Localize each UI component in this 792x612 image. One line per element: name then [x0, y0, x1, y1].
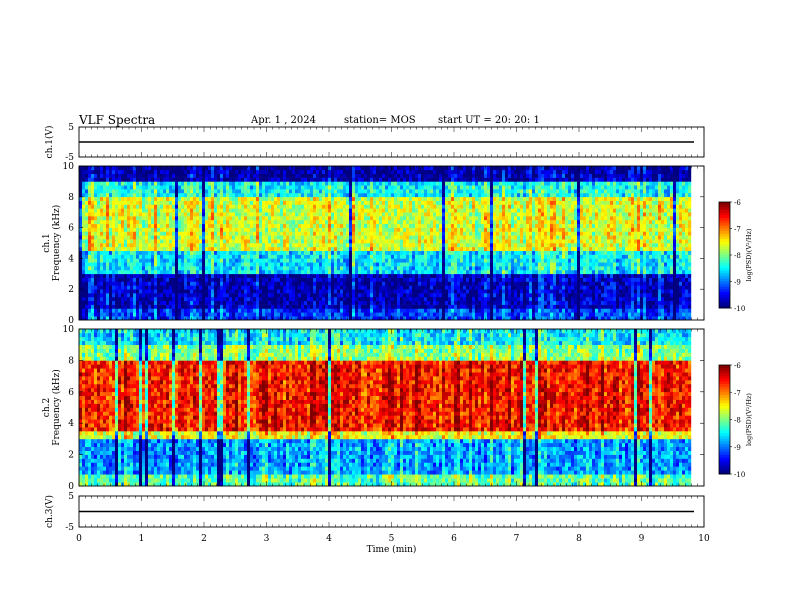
colorbar-tick-label: -10: [734, 305, 745, 313]
colorbar-label: log(PSD)(V²/Hz): [745, 228, 753, 281]
x-tick-label: 3: [264, 534, 270, 544]
colorbar-tick-label: -6: [734, 362, 741, 370]
ch2-spectrogram-panel: [78, 328, 705, 487]
y-tick-label: 4: [68, 419, 74, 429]
y-tick-label: 5: [68, 123, 74, 133]
y-axis-label: ch.1(V): [44, 126, 55, 159]
colorbar-tick-label: -10: [734, 471, 745, 479]
colorbar-label: log(PSD)(V²/Hz): [745, 393, 753, 446]
y-axis-label: ch.1Frequency (kHz): [42, 205, 62, 282]
y-axis-label: ch.3(V): [44, 495, 55, 528]
ch2-spectrogram-colorbar: [718, 364, 732, 475]
y-tick-label: 2: [68, 285, 74, 295]
y-tick-label: 0: [68, 482, 74, 492]
y-tick-label: 8: [68, 356, 74, 366]
x-tick-label: 0: [76, 534, 82, 544]
colorbar-tick-label: -7: [734, 226, 741, 234]
ch1-spectrogram-colorbar: [718, 201, 732, 309]
x-tick-label: 1: [139, 534, 145, 544]
start-time-label: start UT = 20: 20: 1: [438, 115, 540, 126]
y-tick-label: 8: [68, 193, 74, 203]
colorbar-tick-label: -6: [734, 199, 741, 207]
y-tick-label: 0: [68, 316, 74, 326]
y-tick-label: 5: [68, 492, 74, 502]
y-tick-label: 4: [68, 254, 74, 264]
ch1-waveform-panel: [78, 126, 705, 158]
colorbar-tick-label: -9: [734, 279, 741, 287]
ch1-spectrogram-panel: [78, 165, 705, 321]
colorbar-tick-label: -8: [734, 252, 741, 260]
station-label: station= MOS: [344, 115, 416, 126]
y-tick-label: 10: [63, 162, 75, 172]
x-tick-label: 2: [201, 534, 207, 544]
x-tick-label: 6: [451, 534, 457, 544]
x-tick-label: 4: [326, 534, 332, 544]
colorbar-tick-label: -7: [734, 389, 741, 397]
y-axis-label: ch.2Frequency (kHz): [42, 369, 62, 446]
y-tick-label: 6: [68, 224, 74, 234]
x-tick-label: 5: [389, 534, 395, 544]
ch3-waveform-panel: [78, 495, 705, 528]
y-tick-label: -5: [65, 153, 74, 163]
y-tick-label: -5: [65, 523, 74, 533]
x-tick-label: 10: [698, 534, 710, 544]
y-tick-label: 2: [68, 451, 74, 461]
y-tick-label: 10: [63, 325, 75, 335]
x-tick-label: 7: [514, 534, 520, 544]
x-tick-label: 8: [576, 534, 582, 544]
colorbar-tick-label: -8: [734, 417, 741, 425]
colorbar-tick-label: -9: [734, 444, 741, 452]
y-tick-label: 6: [68, 388, 74, 398]
date-label: Apr. 1 , 2024: [251, 115, 317, 126]
x-axis-label: Time (min): [367, 544, 417, 555]
x-tick-label: 9: [639, 534, 645, 544]
chart-title: VLF Spectra: [79, 113, 156, 127]
